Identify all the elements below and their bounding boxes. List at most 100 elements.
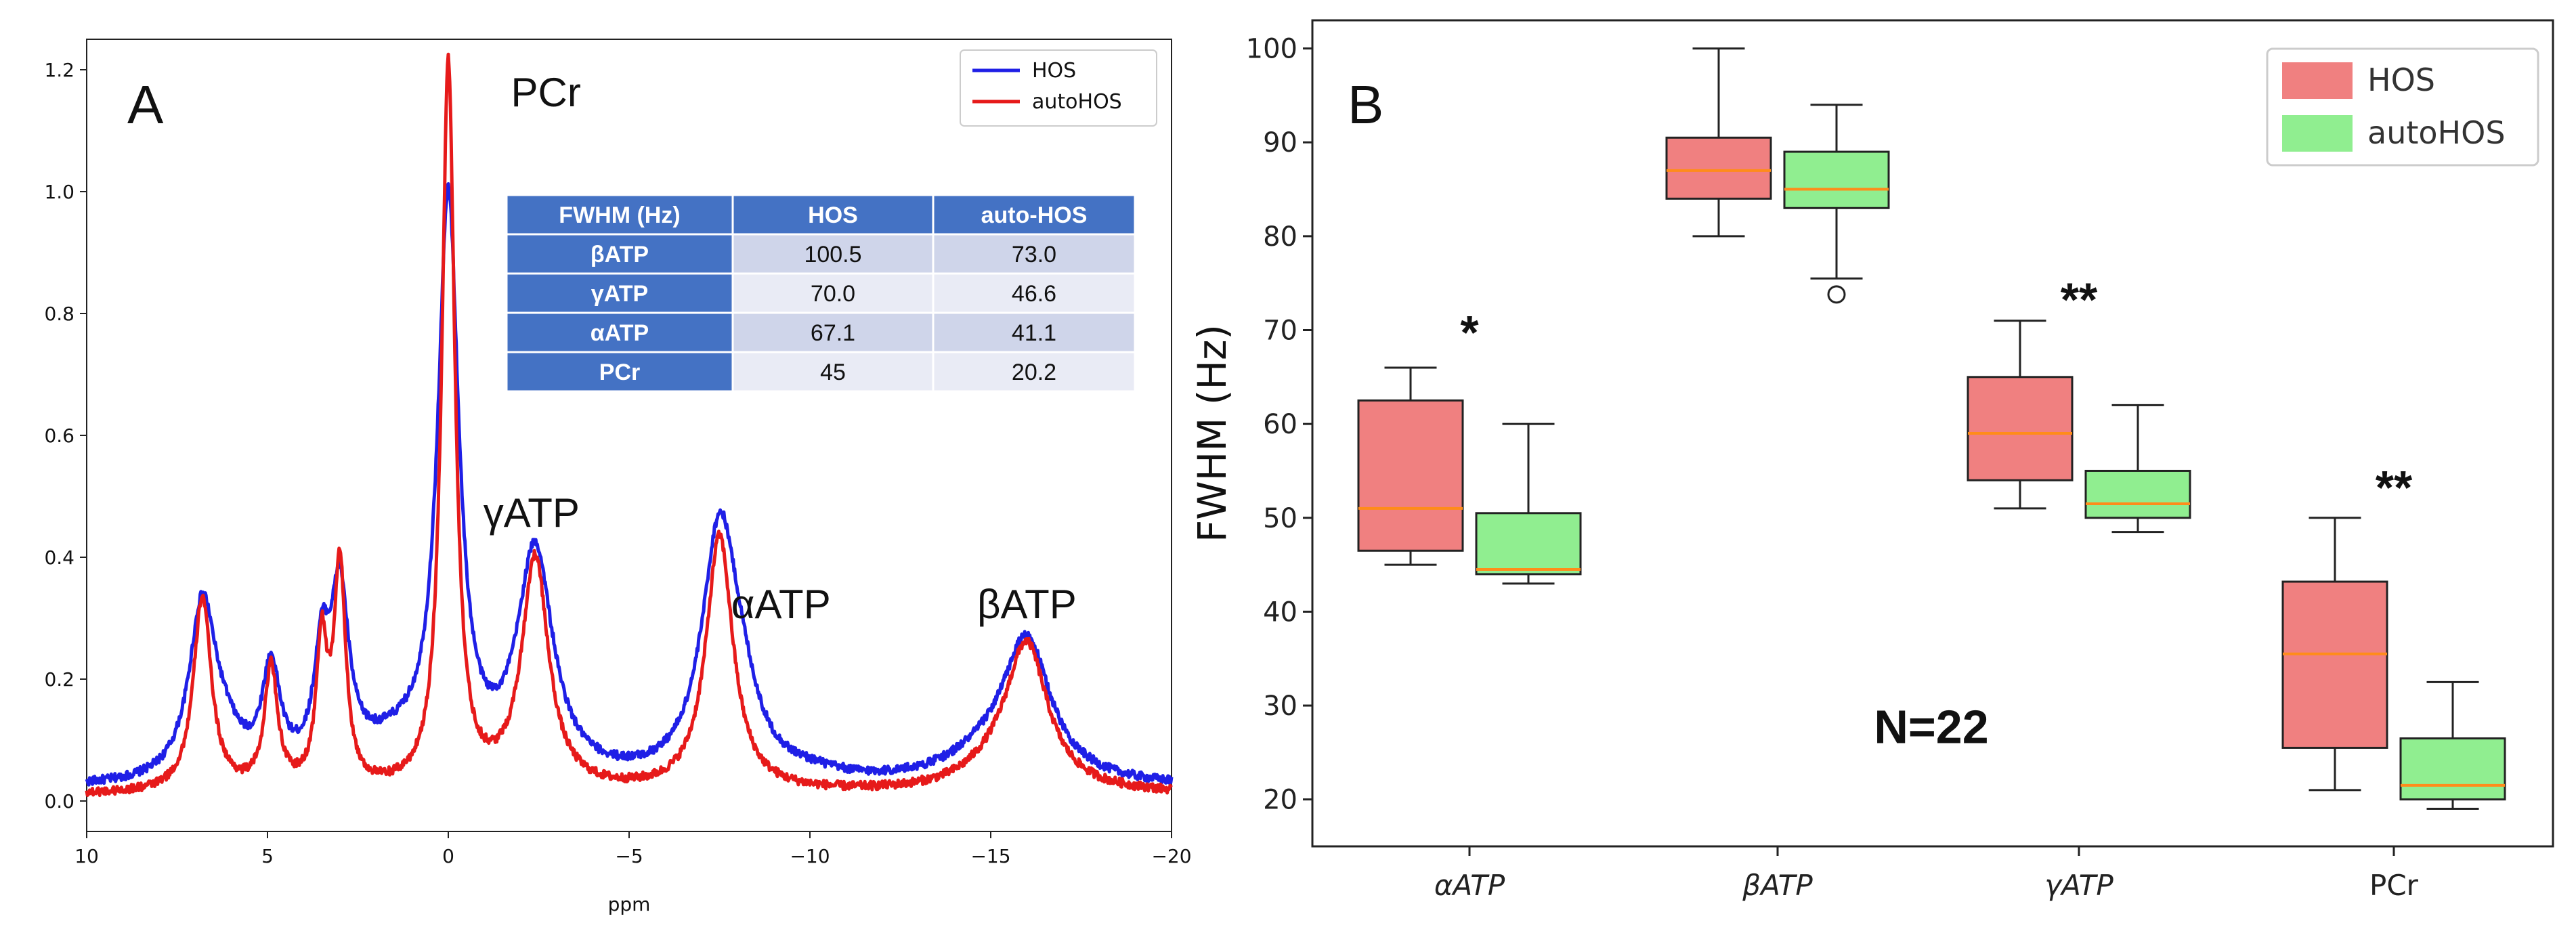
b-category-label: PCr xyxy=(2369,869,2419,902)
b-y-tick-label: 70 xyxy=(1263,316,1297,347)
table-cell-bg xyxy=(932,351,1136,393)
table-cell-bg xyxy=(932,194,1136,236)
sample-size-label: N=22 xyxy=(1874,701,1988,754)
table-cell-bg xyxy=(505,311,734,353)
b-legend-swatch xyxy=(2282,115,2353,152)
box-autohos xyxy=(1783,104,1890,304)
a-y-tick-label: 0.2 xyxy=(44,668,74,691)
table-cell-bg xyxy=(932,233,1136,275)
a-x-tick-label: −20 xyxy=(1151,845,1191,867)
b-y-tick-label: 60 xyxy=(1263,409,1297,440)
panel-b-legend: HOS autoHOS xyxy=(2266,47,2539,167)
box-autohos xyxy=(2399,680,2506,810)
significance-marker: ** xyxy=(2061,274,2098,326)
spectrum-line-autohos xyxy=(85,52,1173,798)
peak-label: βATP xyxy=(977,582,1077,627)
a-y-tick-label: 1.0 xyxy=(44,181,74,203)
panel-a-plot-frame xyxy=(86,39,1172,832)
b-legend-label: HOS xyxy=(2367,62,2435,98)
table-cell-bg xyxy=(731,194,935,236)
table-cell-bg xyxy=(505,272,734,314)
a-legend-label: autoHOS xyxy=(1032,90,1122,114)
a-x-tick-label: 10 xyxy=(74,845,99,867)
box-body xyxy=(1783,150,1890,209)
panel-a-peak-labels: PCr γATP αATP βATP xyxy=(484,70,1077,627)
box-autohos xyxy=(2084,404,2191,534)
significance-markers: ***** xyxy=(1460,274,2413,514)
box-body xyxy=(2084,469,2191,519)
box-body xyxy=(1967,376,2074,481)
peak-label: γATP xyxy=(484,490,580,536)
table-cell-bg xyxy=(505,194,734,236)
b-y-tick-label: 50 xyxy=(1263,503,1297,534)
panel-a: 10 5 0 −5 −10 −15 −20 0.0 0.2 0.4 0.6 0.8 1.0 1.2 A P… xyxy=(44,39,1192,915)
table-cell-bg xyxy=(731,272,935,314)
b-legend-swatch xyxy=(2282,62,2353,99)
box-body xyxy=(1665,136,1772,200)
panel-a-legend: HOS autoHOS xyxy=(960,49,1157,127)
box-body xyxy=(2281,580,2388,749)
a-x-tick-label: 5 xyxy=(261,845,274,867)
table-cell-bg xyxy=(505,233,734,275)
peak-label: αATP xyxy=(731,582,831,627)
box-hos xyxy=(1357,366,1464,566)
box-hos xyxy=(2281,517,2388,792)
a-legend-label: HOS xyxy=(1032,59,1076,83)
panel-b-ticks: 20 30 40 50 60 70 80 90 100 αATP βATP γATP PCr xyxy=(1246,34,2419,902)
table-cell: 46.6 xyxy=(1012,281,1056,307)
b-category-label: αATP xyxy=(1434,869,1505,902)
table-cell: PCr xyxy=(599,360,640,385)
table-cell: 41.1 xyxy=(1012,320,1056,346)
spectrum-line-hos xyxy=(85,182,1174,787)
a-x-tick-label: −5 xyxy=(615,845,643,867)
box-body xyxy=(1357,399,1464,552)
table-cell: 70.0 xyxy=(811,281,855,307)
panel-b-boxplots xyxy=(1357,47,2506,810)
table-cell: 67.1 xyxy=(811,320,855,346)
peak-label: PCr xyxy=(511,70,581,115)
table-cell-bg xyxy=(731,311,935,353)
a-x-tick-label: 0 xyxy=(442,845,454,867)
panel-a-ticks: 10 5 0 −5 −10 −15 −20 0.0 0.2 0.4 0.6 0.8 1.0 1.2 xyxy=(44,59,1191,867)
a-y-tick-label: 0.0 xyxy=(44,790,74,813)
b-category-label: βATP xyxy=(1742,869,1813,902)
table-cell: 45 xyxy=(820,360,846,385)
a-y-tick-label: 0.6 xyxy=(44,425,74,447)
box-body xyxy=(1475,512,1582,576)
table-header-cell: FWHM (Hz) xyxy=(559,202,680,228)
outlier-point xyxy=(1827,285,1846,304)
table-cell-bg xyxy=(731,351,935,393)
box-hos xyxy=(1665,47,1772,238)
a-x-tick-label: −10 xyxy=(790,845,830,867)
box-hos xyxy=(1967,320,2074,510)
b-category-label: γATP xyxy=(2044,869,2113,902)
b-y-tick-label: 20 xyxy=(1263,785,1297,816)
table-cell-bg xyxy=(932,272,1136,314)
b-y-tick-label: 80 xyxy=(1263,221,1297,253)
table-cell: 20.2 xyxy=(1012,360,1056,385)
a-x-tick-label: −15 xyxy=(970,845,1010,867)
significance-marker: * xyxy=(1460,306,1479,359)
table-header-cell: auto-HOS xyxy=(981,202,1088,228)
panel-a-letter: A xyxy=(127,74,164,135)
table-cell: βATP xyxy=(591,242,649,267)
a-y-tick-label: 0.8 xyxy=(44,303,74,325)
table-header-cell: HOS xyxy=(808,202,858,228)
b-y-tick-label: 30 xyxy=(1263,691,1297,722)
table-cell: γATP xyxy=(591,281,648,307)
b-y-tick-label: 40 xyxy=(1263,597,1297,628)
panel-b-y-axis-label: FWHM (Hz) xyxy=(1189,324,1235,542)
table-cell: 100.5 xyxy=(804,242,861,267)
a-y-tick-label: 0.4 xyxy=(44,546,74,569)
a-y-tick-label: 1.2 xyxy=(44,59,74,81)
significance-marker: ** xyxy=(2376,461,2413,514)
panel-a-x-axis-label: ppm xyxy=(608,893,651,915)
b-y-tick-label: 90 xyxy=(1263,127,1297,158)
b-y-tick-label: 100 xyxy=(1246,34,1297,65)
panel-b-letter: B xyxy=(1348,74,1383,135)
b-legend-label: autoHOS xyxy=(2367,114,2506,151)
table-cell: 73.0 xyxy=(1012,242,1056,267)
box-autohos xyxy=(1475,423,1582,585)
